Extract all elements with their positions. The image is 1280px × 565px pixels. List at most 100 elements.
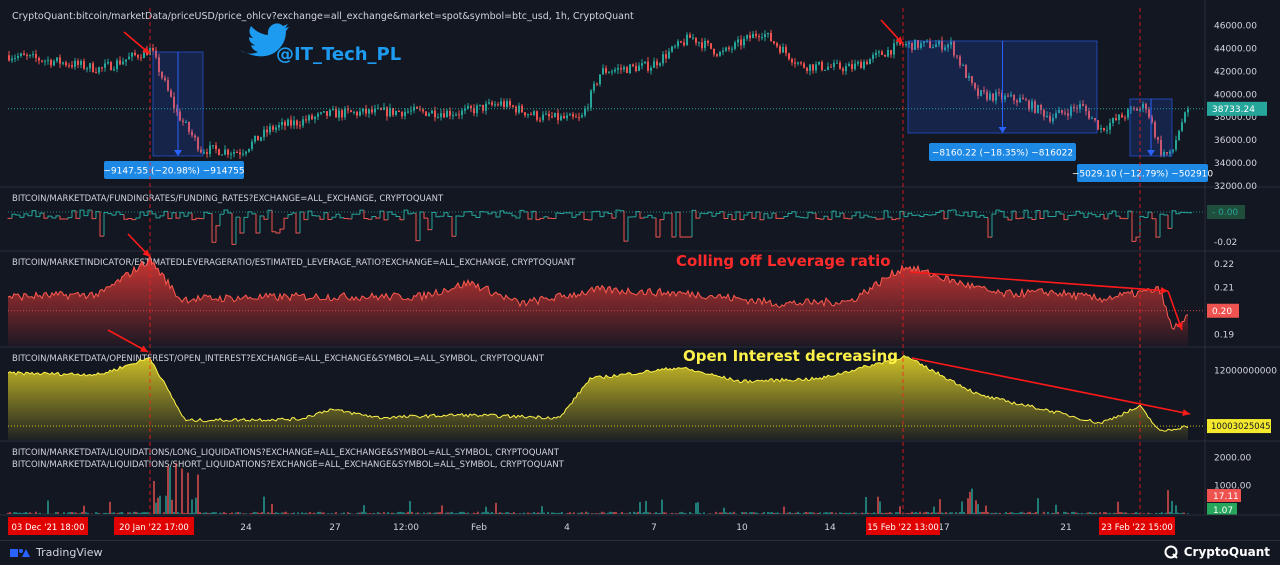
candle-body: [653, 61, 655, 68]
candle-body: [137, 55, 139, 57]
candle-body: [527, 114, 529, 115]
funding-segment: [96, 212, 100, 219]
candle-body: [227, 150, 229, 155]
candle-body: [626, 67, 628, 73]
funding-segment: [1024, 210, 1028, 218]
funding-segment: [824, 216, 828, 219]
candle-body: [584, 109, 586, 116]
measure-label-text: −9147.55 (−20.98%) −914755: [103, 167, 244, 177]
candle-body: [563, 116, 565, 118]
leverage-tick-label: 0.22: [1214, 260, 1234, 270]
candle-body: [761, 37, 763, 38]
funding-segment: [264, 216, 268, 219]
price-tick-label: 36000.00: [1214, 136, 1257, 146]
candle-body: [251, 142, 253, 149]
funding-segment: [656, 218, 660, 237]
candle-body: [770, 33, 772, 41]
funding-segment: [432, 212, 436, 229]
funding-segment: [240, 217, 244, 233]
funding-segment: [40, 213, 44, 216]
funding-segment: [708, 212, 712, 213]
candle-body: [566, 115, 568, 118]
funding-segment: [136, 218, 140, 220]
candle-body: [569, 114, 571, 115]
candle-body: [1115, 118, 1117, 120]
candle-body: [275, 127, 277, 129]
funding-segment: [1152, 212, 1156, 219]
funding-segment: [1164, 214, 1168, 215]
funding-segment: [548, 217, 552, 218]
funding-segment: [680, 212, 684, 237]
funding-segment: [660, 220, 664, 237]
funding-segment: [1148, 212, 1152, 217]
candle-body: [578, 117, 580, 118]
funding-segment: [984, 215, 988, 217]
cryptoquant-logo[interactable]: CryptoQuant: [1164, 545, 1270, 559]
funding-segment: [376, 217, 380, 219]
candle-body: [887, 50, 889, 56]
candle-body: [698, 42, 700, 43]
candle-body: [725, 48, 727, 51]
candle-body: [20, 54, 22, 56]
candle-body: [731, 49, 733, 50]
candle-body: [794, 63, 796, 64]
twitter-handle: @IT_Tech_PL: [276, 44, 401, 65]
candle-body: [59, 57, 61, 63]
candle-body: [809, 64, 811, 71]
candle-body: [128, 57, 130, 60]
candle-body: [122, 62, 124, 65]
funding-segment: [196, 218, 200, 219]
funding-segment: [332, 217, 336, 219]
funding-segment: [48, 216, 52, 218]
candle-body: [491, 102, 493, 104]
candle-body: [371, 109, 373, 112]
funding-segment: [1032, 218, 1036, 220]
candle-body: [80, 61, 82, 65]
funding-segment: [1136, 237, 1140, 241]
candle-body: [65, 62, 67, 65]
funding-segment: [1132, 211, 1136, 241]
arrow-head: [1161, 287, 1168, 294]
funding-segment: [920, 215, 924, 216]
candle-body: [1172, 150, 1174, 152]
candle-body: [671, 47, 673, 52]
candle-body: [1184, 112, 1186, 122]
candle-body: [17, 56, 19, 58]
candle-body: [572, 114, 574, 116]
candle-body: [1178, 131, 1180, 140]
candle-body: [728, 48, 730, 50]
funding-segment: [172, 213, 176, 219]
funding-segment: [292, 213, 296, 215]
funding-segment: [24, 214, 28, 218]
funding-segment: [520, 210, 524, 218]
funding-segment: [820, 218, 824, 219]
funding-segment: [1028, 210, 1032, 217]
candle-body: [536, 111, 538, 119]
candle-body: [851, 64, 853, 69]
funding-segment: [536, 211, 540, 219]
candle-body: [650, 68, 652, 71]
candle-body: [440, 113, 442, 117]
funding-segment: [428, 218, 432, 230]
funding-segment: [532, 211, 536, 219]
funding-segment: [28, 214, 32, 216]
funding-segment: [604, 212, 608, 216]
candle-body: [104, 64, 106, 68]
funding-segment: [620, 210, 624, 211]
candle-body: [818, 62, 820, 65]
tradingview-logo[interactable]: TradingView: [10, 546, 102, 559]
candle-body: [716, 54, 718, 55]
candle-body: [41, 61, 43, 62]
candle-body: [35, 54, 37, 58]
funding-segment: [640, 212, 644, 219]
candle-body: [203, 152, 205, 153]
funding-segment: [612, 213, 616, 218]
funding-segment: [280, 229, 284, 233]
candle-body: [701, 42, 703, 48]
funding-segment: [88, 210, 92, 215]
funding-segment: [1000, 210, 1004, 211]
candle-body: [806, 68, 808, 71]
funding-segment: [320, 216, 324, 219]
candle-body: [1103, 128, 1105, 130]
